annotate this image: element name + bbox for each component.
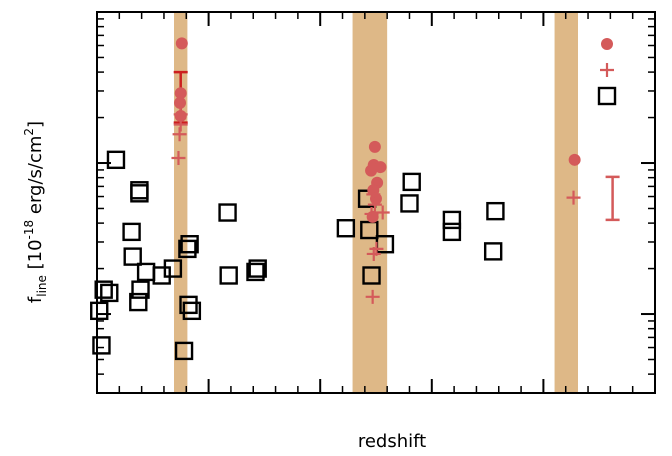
observed-point	[568, 153, 581, 166]
y-axis-title-units: [10	[25, 239, 46, 275]
legend-marker	[601, 38, 613, 50]
hdfs-point	[486, 201, 505, 221]
y-axis-title-units-post: ]	[25, 121, 46, 128]
hdfs-point	[92, 336, 111, 355]
hdfs-point	[130, 184, 149, 203]
y-axis-title-main: f	[25, 296, 46, 303]
hdfs-point	[336, 219, 356, 238]
legend-marker	[600, 63, 614, 77]
y-axis-title: fline [10-18 erg/s/cm2]	[22, 121, 49, 303]
observed-point	[368, 140, 381, 153]
hdfs-point	[442, 222, 462, 242]
source-plane-point	[172, 127, 187, 142]
source-plane-point	[173, 117, 188, 132]
hdfs-point	[122, 222, 141, 242]
source-plane-point	[375, 205, 390, 220]
plot-frame	[96, 11, 656, 394]
source-plane-point	[364, 206, 379, 221]
observed-point	[174, 96, 187, 109]
y-axis-title-sub: line	[35, 275, 49, 297]
hdfs-point	[180, 235, 199, 254]
hdfs-point	[360, 220, 379, 240]
y-axis-title-exp: -18	[22, 220, 36, 240]
source-plane-point	[366, 187, 381, 202]
hdfs-point	[178, 239, 197, 259]
y-ticks	[97, 11, 655, 394]
redshift-band	[554, 12, 578, 393]
hdfs-point	[94, 280, 113, 299]
plot-border	[96, 11, 656, 394]
hdfs-point	[402, 172, 421, 192]
source-plane-point	[171, 150, 186, 165]
hdfs-point	[219, 266, 238, 285]
x-axis-title: redshift	[358, 431, 426, 452]
hdfs-point	[400, 194, 419, 213]
series-source	[171, 107, 581, 304]
hdfs-point	[106, 150, 126, 170]
y-axis-title-exp2: 2	[22, 128, 36, 136]
source-plane-point	[566, 190, 581, 205]
hdfs-point	[179, 295, 198, 315]
y-axis-title-units-mid: erg/s/cm	[25, 136, 46, 220]
observed-point	[365, 164, 378, 177]
source-plane-point	[366, 246, 381, 261]
hdfs-point	[483, 242, 503, 261]
redshift-band	[174, 12, 188, 393]
hdfs-point	[163, 259, 183, 278]
observed-point	[175, 37, 188, 50]
hdfs-point	[246, 262, 265, 282]
source-plane-point	[367, 197, 382, 212]
hdfs-point	[100, 283, 119, 303]
observed-point	[174, 87, 187, 100]
legend-marker	[597, 86, 617, 106]
hdfs-point	[182, 301, 202, 321]
hdfs-point	[129, 292, 148, 312]
x-ticks	[96, 12, 656, 393]
observed-point	[374, 161, 387, 174]
hdfs-point	[123, 247, 142, 266]
hdfs-point	[218, 203, 237, 222]
hdfs-point	[248, 259, 267, 278]
source-plane-point	[365, 289, 380, 304]
hdfs-point	[131, 280, 150, 299]
legend	[597, 38, 617, 106]
hdfs-point	[442, 210, 462, 230]
hdfs-point	[362, 266, 381, 285]
error-bar	[605, 175, 620, 222]
hdfs-point	[136, 262, 156, 282]
series-observed	[174, 37, 581, 223]
hdfs-point	[174, 341, 194, 361]
error-bars	[173, 70, 620, 222]
redshift-band	[352, 12, 388, 393]
hdfs-point	[90, 301, 109, 321]
series-hdfs	[90, 150, 505, 361]
